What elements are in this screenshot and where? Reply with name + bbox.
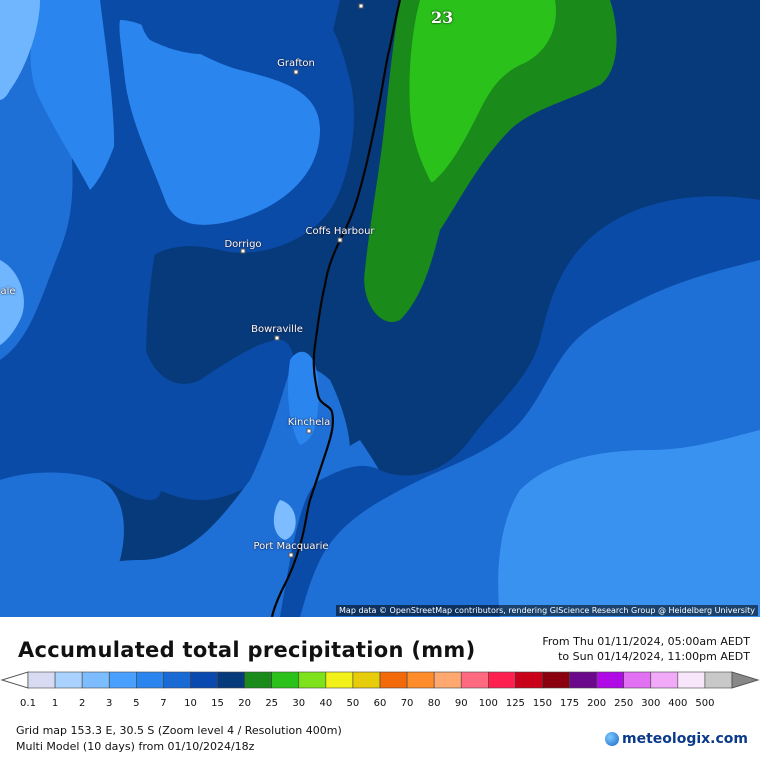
- legend-label: 15: [211, 698, 224, 709]
- legend-swatch: [27, 671, 56, 689]
- town-marker-coffs-harbour[interactable]: [337, 237, 343, 243]
- legend-swatch: [352, 671, 381, 689]
- legend-label: 400: [668, 698, 688, 709]
- legend-swatch: [163, 671, 191, 689]
- town-marker-dorrigo[interactable]: [240, 248, 246, 254]
- legend-swatch: [244, 671, 272, 689]
- legend-swatch: [325, 671, 354, 689]
- legend-label: 500: [695, 698, 715, 709]
- legend-swatch: [81, 671, 110, 689]
- town-label-port-macquarie: Port Macquarie: [253, 541, 329, 552]
- legend-label: 150: [532, 698, 552, 709]
- legend-arrow-high: [731, 671, 760, 689]
- town-label-dorrigo: Dorrigo: [224, 239, 262, 250]
- legend-label: 125: [505, 698, 525, 709]
- legend-swatch: [433, 671, 462, 689]
- period-from: From Thu 01/11/2024, 05:00am AEDT: [542, 635, 750, 648]
- legend-label: 3: [106, 698, 113, 709]
- legend-label: 200: [587, 698, 607, 709]
- legend-label: 90: [454, 698, 468, 709]
- time-period: From Thu 01/11/2024, 05:00am AEDT to Sun…: [542, 634, 750, 664]
- legend-arrow-low: [0, 671, 29, 689]
- legend-swatch: [596, 671, 624, 689]
- legend-swatch: [704, 671, 733, 689]
- legend-swatch: [136, 671, 164, 689]
- precipitation-map[interactable]: 23 Grafton Dorrigo Coffs Harbour Bowravi…: [0, 0, 760, 617]
- legend-label: 80: [427, 698, 441, 709]
- town-label-coffs-harbour: Coffs Harbour: [305, 226, 375, 237]
- brand-logo[interactable]: meteologix.com: [605, 731, 748, 747]
- legend-label: 0.1: [20, 698, 36, 709]
- map-canvas: [0, 0, 760, 617]
- legend-label: 250: [614, 698, 634, 709]
- legend-swatch: [217, 671, 245, 689]
- town-label-bowraville: Bowraville: [251, 324, 303, 335]
- legend-swatch: [460, 671, 489, 689]
- legend-label: 100: [478, 698, 498, 709]
- legend-label: 60: [373, 698, 387, 709]
- brand-name: meteologix.com: [622, 731, 748, 747]
- legend-label: 20: [238, 698, 251, 709]
- legend-swatch: [515, 671, 543, 689]
- legend-swatch: [54, 671, 83, 689]
- legend-swatch: [379, 671, 408, 689]
- town-marker-kinchela[interactable]: [306, 428, 312, 434]
- town-marker-grafton[interactable]: [293, 69, 299, 75]
- legend-label: 50: [346, 698, 360, 709]
- town-marker-top: [358, 3, 364, 9]
- legend-swatch: [190, 671, 218, 689]
- legend-label: 7: [160, 698, 167, 709]
- globe-icon: [605, 732, 620, 746]
- legend-label: 175: [559, 698, 580, 709]
- map-attribution[interactable]: Map data © OpenStreetMap contributors, r…: [336, 605, 758, 616]
- town-label-cutoff: ale: [0, 286, 16, 297]
- period-to: to Sun 01/14/2024, 11:00pm AEDT: [558, 650, 750, 663]
- legend-swatch: [623, 671, 652, 689]
- legend-swatch: [677, 671, 706, 689]
- legend-swatch: [488, 671, 516, 689]
- model-info: Multi Model (10 days) from 01/10/2024/18…: [16, 740, 255, 753]
- legend-swatch: [650, 671, 679, 689]
- town-label-kinchela: Kinchela: [287, 417, 331, 428]
- town-marker-port-macquarie[interactable]: [288, 552, 294, 558]
- legend-swatch: [271, 671, 300, 689]
- grid-info: Grid map 153.3 E, 30.5 S (Zoom level 4 /…: [16, 724, 342, 737]
- legend-label: 2: [78, 698, 86, 709]
- legend-swatch: [542, 671, 570, 689]
- legend-label: 30: [292, 698, 306, 709]
- town-marker-bowraville[interactable]: [274, 335, 280, 341]
- color-legend: [0, 671, 760, 689]
- town-label-grafton: Grafton: [277, 58, 315, 69]
- legend-swatch: [108, 671, 137, 689]
- legend-label: 10: [184, 698, 197, 709]
- legend-label: 40: [319, 698, 333, 709]
- legend-label: 300: [641, 698, 661, 709]
- legend-label: 70: [400, 698, 414, 709]
- legend-swatch: [406, 671, 435, 689]
- legend-label: 1: [51, 698, 59, 709]
- grid-cell-value: 23: [431, 8, 454, 27]
- legend-swatch: [569, 671, 597, 689]
- legend-label: 5: [133, 698, 140, 709]
- legend-label: 25: [265, 698, 279, 709]
- legend-swatch: [298, 671, 327, 689]
- page-title: Accumulated total precipitation (mm): [18, 638, 476, 662]
